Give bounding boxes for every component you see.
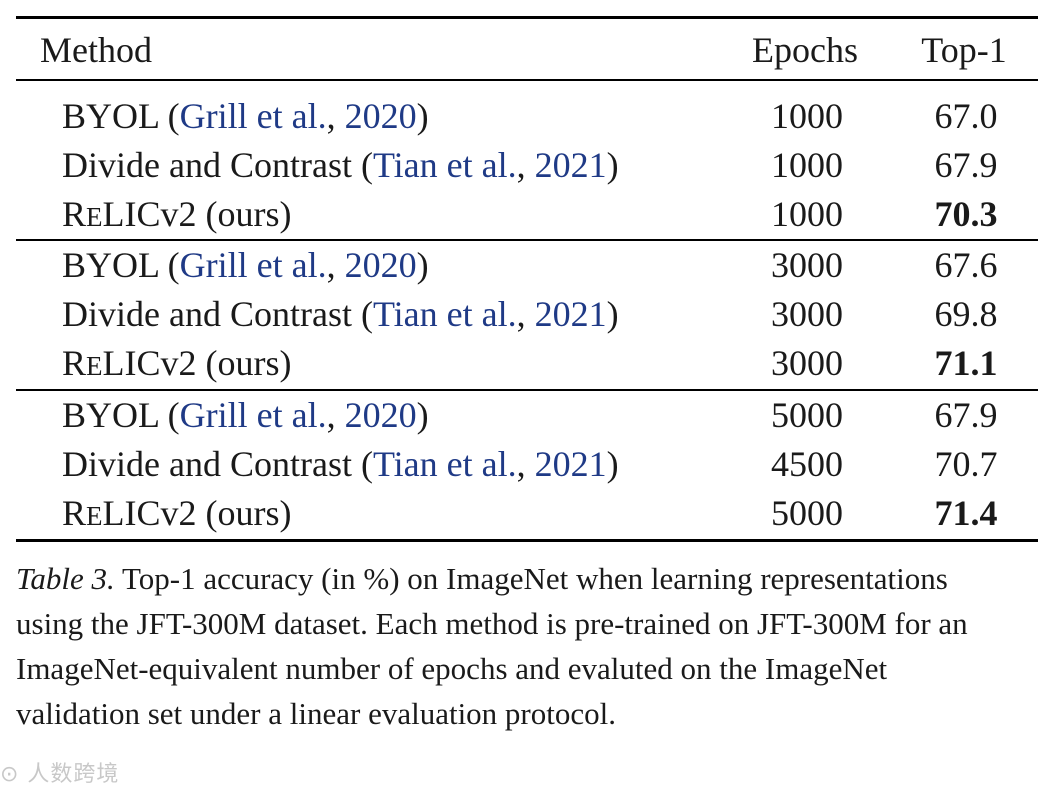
row-epochs: 4500 bbox=[771, 444, 843, 484]
header-top1: Top-1 bbox=[921, 30, 1007, 70]
row-top1: 67.9 bbox=[934, 395, 998, 435]
citation-year-link[interactable]: 2021 bbox=[534, 444, 607, 484]
citation-year-link[interactable]: 2021 bbox=[534, 145, 607, 185]
citation-year-link[interactable]: 2020 bbox=[344, 395, 417, 435]
header-method: Method bbox=[40, 30, 152, 70]
caption-label: Table 3. bbox=[16, 561, 115, 596]
citation-link[interactable]: Grill et al. bbox=[179, 245, 327, 285]
row-method: Divide and Contrast (Tian et al., 2021) bbox=[62, 145, 619, 185]
row-epochs: 1000 bbox=[771, 145, 843, 185]
row-epochs: 3000 bbox=[771, 294, 843, 334]
header-rule bbox=[16, 79, 1038, 81]
row-epochs: 5000 bbox=[771, 493, 843, 533]
row-top1: 70.7 bbox=[934, 444, 998, 484]
header-epochs: Epochs bbox=[752, 30, 858, 70]
row-top1-best: 71.1 bbox=[934, 343, 998, 383]
citation-link[interactable]: Grill et al. bbox=[179, 395, 327, 435]
row-top1-best: 71.4 bbox=[934, 493, 998, 533]
row-epochs: 1000 bbox=[771, 96, 843, 136]
group-rule-1 bbox=[16, 239, 1038, 241]
row-top1: 67.0 bbox=[934, 96, 998, 136]
citation-link[interactable]: Grill et al. bbox=[179, 96, 327, 136]
row-method: RELICv2 (ours) bbox=[62, 493, 292, 533]
row-top1: 67.9 bbox=[934, 145, 998, 185]
citation-link[interactable]: Tian et al. bbox=[372, 145, 517, 185]
row-method: RELICv2 (ours) bbox=[62, 343, 292, 383]
row-method: RELICv2 (ours) bbox=[62, 194, 292, 234]
row-epochs: 3000 bbox=[771, 343, 843, 383]
row-method: BYOL (Grill et al., 2020) bbox=[62, 245, 429, 285]
citation-year-link[interactable]: 2020 bbox=[344, 245, 417, 285]
row-epochs: 5000 bbox=[771, 395, 843, 435]
row-method: BYOL (Grill et al., 2020) bbox=[62, 96, 429, 136]
row-method: BYOL (Grill et al., 2020) bbox=[62, 395, 429, 435]
row-top1: 69.8 bbox=[934, 294, 998, 334]
row-method: Divide and Contrast (Tian et al., 2021) bbox=[62, 294, 619, 334]
row-epochs: 1000 bbox=[771, 194, 843, 234]
bottom-rule bbox=[16, 539, 1038, 542]
group-rule-2 bbox=[16, 389, 1038, 391]
top-rule bbox=[16, 16, 1038, 19]
row-epochs: 3000 bbox=[771, 245, 843, 285]
row-method: Divide and Contrast (Tian et al., 2021) bbox=[62, 444, 619, 484]
watermark: ⊙ 人数跨境 bbox=[0, 762, 120, 787]
caption-text: Top-1 accuracy (in %) on ImageNet when l… bbox=[16, 561, 968, 731]
citation-year-link[interactable]: 2021 bbox=[534, 294, 607, 334]
citation-year-link[interactable]: 2020 bbox=[344, 96, 417, 136]
citation-link[interactable]: Tian et al. bbox=[372, 294, 517, 334]
row-top1: 67.6 bbox=[934, 245, 998, 285]
row-top1-best: 70.3 bbox=[934, 194, 998, 234]
table-caption: Table 3. Top-1 accuracy (in %) on ImageN… bbox=[16, 556, 1016, 736]
citation-link[interactable]: Tian et al. bbox=[372, 444, 517, 484]
